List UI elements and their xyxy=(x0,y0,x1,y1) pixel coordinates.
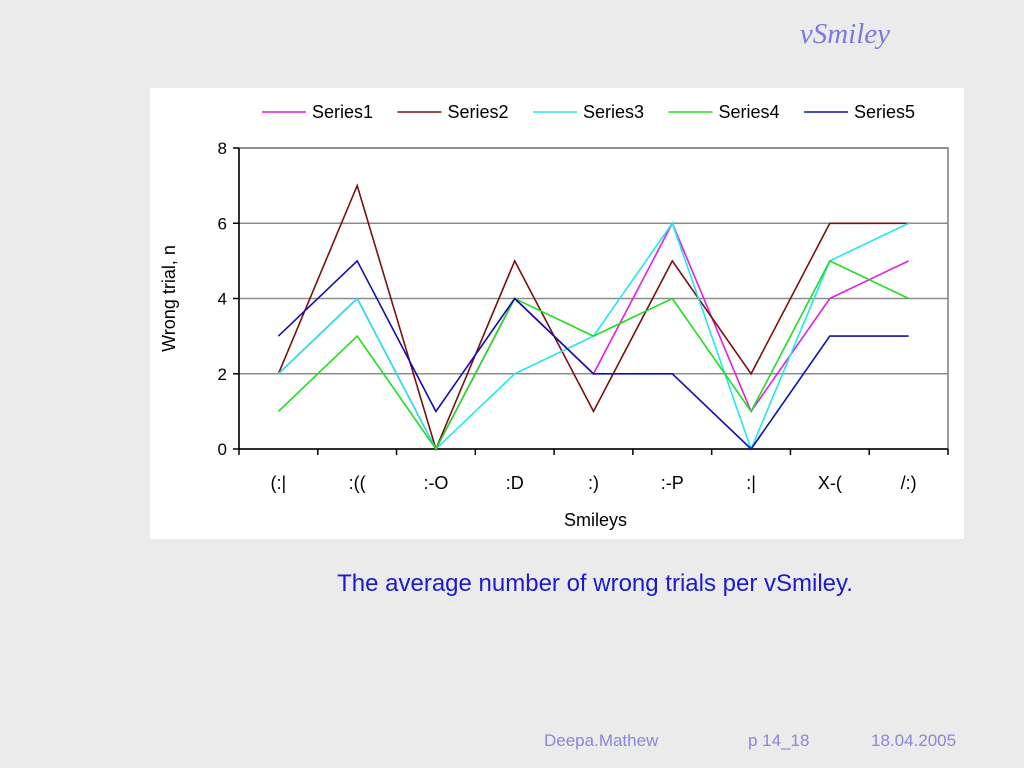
slide-title: vSmiley xyxy=(799,18,890,50)
footer-date: 18.04.2005 xyxy=(871,731,957,750)
x-tick-label: :-P xyxy=(661,473,684,493)
footer-author: Deepa.Mathew xyxy=(544,731,659,750)
x-tick-label: :D xyxy=(506,473,524,493)
x-tick-label: :| xyxy=(746,473,756,493)
legend-label: Series3 xyxy=(583,102,644,122)
x-tick-label: :(( xyxy=(349,473,366,493)
y-tick-label: 6 xyxy=(218,214,227,233)
x-tick-label: (:| xyxy=(271,473,287,493)
series-line xyxy=(277,183,909,452)
series-line xyxy=(277,259,909,451)
x-tick-label: :) xyxy=(588,473,599,493)
x-axis-title: Smileys xyxy=(564,510,627,530)
x-tick-label: :-O xyxy=(423,473,448,493)
y-axis-title: Wrong trial, n xyxy=(159,245,179,352)
line-chart: 0 2 4 6 8 (:| :(( :-O :D:) :-P :| X-( /:) Smileys Wron… xyxy=(150,88,964,539)
x-tick-label: X-( xyxy=(818,473,842,493)
legend-label: Series5 xyxy=(854,102,915,122)
series-line xyxy=(277,259,909,451)
legend-label: Series2 xyxy=(448,102,509,122)
footer-page-number: p 14_18 xyxy=(748,731,810,750)
y-tick-label: 2 xyxy=(218,365,227,384)
legend-label: Series1 xyxy=(312,102,373,122)
y-tick-label: 4 xyxy=(218,290,227,309)
x-tick-label: /:) xyxy=(901,473,917,493)
y-tick-label: 0 xyxy=(218,440,227,459)
legend-label: Series4 xyxy=(719,102,780,122)
chart-canvas: 0 2 4 6 8 (:| :(( :-O :D:) :-P :| X-( /:) Smileys Wron… xyxy=(159,102,949,530)
y-tick-label: 8 xyxy=(218,139,227,158)
chart-caption: The average number of wrong trials per v… xyxy=(337,570,853,597)
